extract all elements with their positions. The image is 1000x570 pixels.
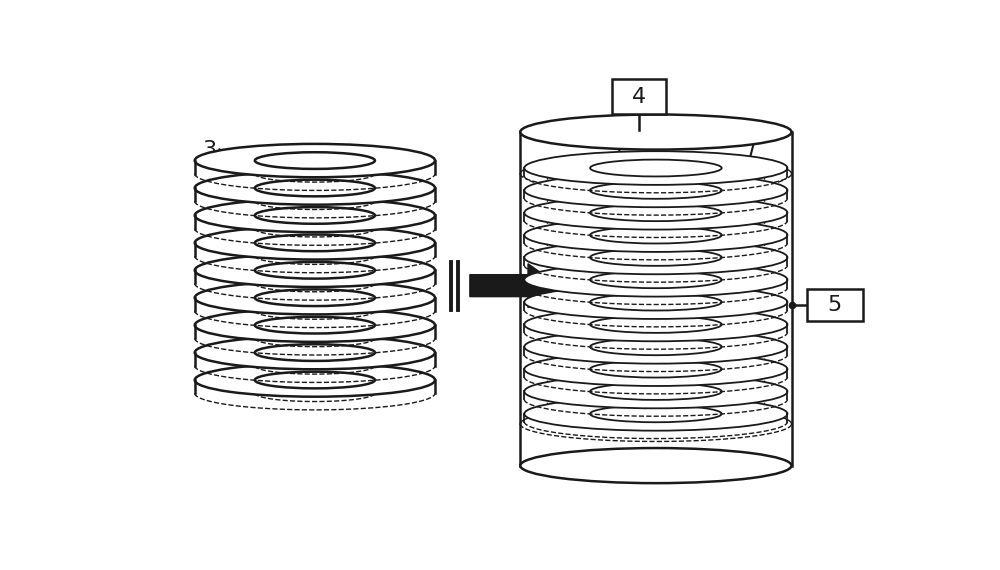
Ellipse shape [195, 281, 435, 315]
Ellipse shape [524, 196, 787, 230]
Text: 3: 3 [202, 140, 226, 160]
Ellipse shape [524, 241, 787, 274]
Ellipse shape [195, 199, 435, 232]
Ellipse shape [524, 330, 787, 364]
Text: 5: 5 [828, 295, 842, 315]
Ellipse shape [195, 144, 435, 177]
Ellipse shape [590, 271, 722, 288]
Ellipse shape [590, 182, 722, 199]
Ellipse shape [524, 374, 787, 408]
Ellipse shape [255, 317, 375, 333]
Ellipse shape [524, 285, 787, 319]
Ellipse shape [255, 290, 375, 306]
Text: 1: 1 [586, 132, 625, 400]
Ellipse shape [255, 207, 375, 224]
Ellipse shape [255, 152, 375, 169]
Ellipse shape [590, 339, 722, 355]
Ellipse shape [255, 262, 375, 279]
Ellipse shape [590, 405, 722, 422]
Ellipse shape [255, 372, 375, 388]
Ellipse shape [255, 234, 375, 251]
Ellipse shape [524, 308, 787, 341]
Polygon shape [470, 264, 559, 308]
Ellipse shape [590, 316, 722, 333]
Ellipse shape [524, 151, 787, 185]
Ellipse shape [255, 180, 375, 196]
Ellipse shape [520, 115, 792, 149]
Ellipse shape [524, 218, 787, 252]
Ellipse shape [524, 173, 787, 207]
Text: 2: 2 [679, 133, 758, 413]
Ellipse shape [255, 344, 375, 361]
Ellipse shape [195, 226, 435, 259]
Ellipse shape [590, 227, 722, 243]
Ellipse shape [524, 352, 787, 386]
Ellipse shape [590, 204, 722, 221]
FancyBboxPatch shape [807, 289, 863, 321]
Ellipse shape [195, 363, 435, 397]
Ellipse shape [195, 336, 435, 369]
Ellipse shape [590, 294, 722, 311]
Ellipse shape [590, 361, 722, 377]
Ellipse shape [195, 308, 435, 342]
Ellipse shape [590, 249, 722, 266]
Ellipse shape [195, 172, 435, 205]
Ellipse shape [590, 160, 722, 177]
Ellipse shape [524, 397, 787, 431]
Ellipse shape [195, 254, 435, 287]
FancyBboxPatch shape [612, 79, 666, 115]
Ellipse shape [524, 263, 787, 296]
Text: 4: 4 [632, 87, 646, 107]
Ellipse shape [520, 448, 792, 483]
Ellipse shape [590, 383, 722, 400]
